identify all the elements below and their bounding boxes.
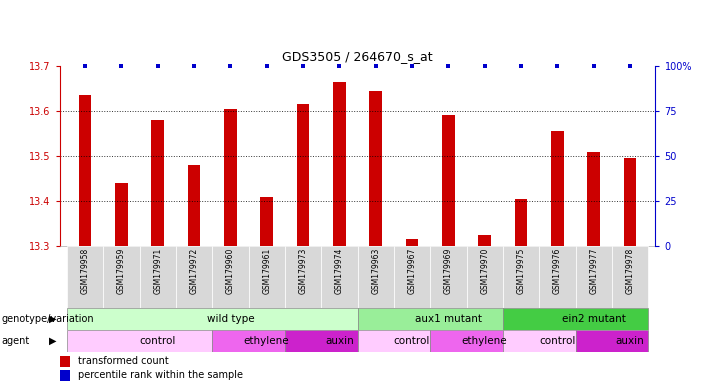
Bar	[576, 331, 648, 352]
Title: GDS3505 / 264670_s_at: GDS3505 / 264670_s_at	[283, 50, 433, 63]
Bar	[285, 331, 358, 352]
Text: GSM179960: GSM179960	[226, 248, 235, 294]
Bar	[212, 331, 285, 352]
Text: GSM179958: GSM179958	[81, 248, 90, 294]
Bar	[188, 165, 200, 246]
Bar	[115, 183, 128, 246]
Bar	[60, 356, 70, 367]
Bar	[224, 109, 237, 246]
Text: GSM179967: GSM179967	[407, 248, 416, 294]
Bar	[297, 104, 309, 246]
Text: control: control	[139, 336, 176, 346]
Text: transformed count: transformed count	[79, 356, 169, 366]
Text: GSM179975: GSM179975	[517, 248, 526, 294]
Text: GSM179970: GSM179970	[480, 248, 489, 294]
Bar	[466, 246, 503, 308]
Bar	[551, 131, 564, 246]
Bar	[587, 152, 600, 246]
Bar	[503, 246, 539, 308]
Text: GSM179959: GSM179959	[117, 248, 126, 294]
Bar	[503, 331, 576, 352]
Bar	[478, 235, 491, 246]
Bar	[430, 331, 503, 352]
Bar	[285, 246, 321, 308]
Bar	[67, 308, 358, 329]
Bar	[333, 82, 346, 246]
Bar	[212, 246, 249, 308]
Bar	[369, 91, 382, 246]
Bar	[67, 331, 212, 352]
Text: aux1 mutant: aux1 mutant	[415, 314, 482, 324]
Bar	[67, 246, 103, 308]
Bar	[503, 308, 648, 329]
Bar	[430, 246, 466, 308]
Text: control: control	[539, 336, 576, 346]
Bar	[176, 246, 212, 308]
Text: ein2 mutant: ein2 mutant	[562, 314, 625, 324]
Bar	[79, 95, 91, 246]
Text: auxin: auxin	[325, 336, 354, 346]
Bar	[151, 120, 164, 246]
Bar	[515, 199, 527, 246]
Bar	[249, 246, 285, 308]
Bar	[612, 246, 648, 308]
Text: GSM179974: GSM179974	[335, 248, 344, 294]
Bar	[103, 246, 139, 308]
Text: auxin: auxin	[615, 336, 644, 346]
Bar	[358, 308, 503, 329]
Bar	[60, 370, 70, 381]
Text: GSM179978: GSM179978	[625, 248, 634, 294]
Text: GSM179977: GSM179977	[589, 248, 598, 294]
Bar	[321, 246, 358, 308]
Text: GSM179969: GSM179969	[444, 248, 453, 294]
Bar	[576, 246, 612, 308]
Text: GSM179976: GSM179976	[553, 248, 562, 294]
Text: ▶: ▶	[48, 336, 56, 346]
Bar	[358, 331, 430, 352]
Text: ethylene: ethylene	[244, 336, 290, 346]
Text: GSM179961: GSM179961	[262, 248, 271, 294]
Bar	[394, 246, 430, 308]
Text: control: control	[394, 336, 430, 346]
Bar	[406, 239, 418, 246]
Bar	[539, 246, 576, 308]
Text: GSM179972: GSM179972	[189, 248, 198, 294]
Text: ethylene: ethylene	[462, 336, 508, 346]
Text: GSM179971: GSM179971	[154, 248, 162, 294]
Bar	[442, 116, 455, 246]
Bar	[139, 246, 176, 308]
Text: GSM179973: GSM179973	[299, 248, 308, 294]
Bar	[358, 246, 394, 308]
Text: percentile rank within the sample: percentile rank within the sample	[79, 370, 243, 380]
Text: GSM179963: GSM179963	[371, 248, 380, 294]
Text: agent: agent	[1, 336, 29, 346]
Text: ▶: ▶	[48, 314, 56, 324]
Bar	[260, 197, 273, 246]
Text: genotype/variation: genotype/variation	[1, 314, 94, 324]
Text: wild type: wild type	[207, 314, 254, 324]
Bar	[624, 158, 637, 246]
